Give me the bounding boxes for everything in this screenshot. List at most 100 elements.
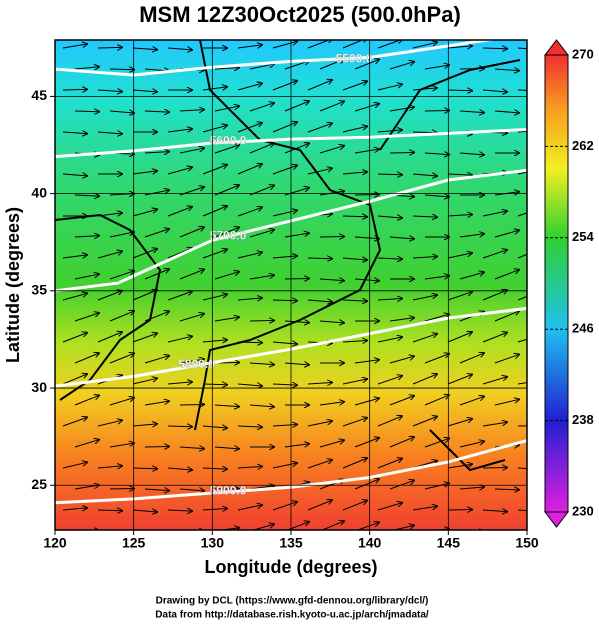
wind-arrow — [424, 483, 449, 490]
wind-arrow — [517, 338, 527, 343]
wind-arrow — [179, 359, 204, 364]
x-tick-label: 120 — [43, 535, 67, 551]
wind-arrow — [377, 337, 402, 343]
wind-arrow — [389, 396, 414, 406]
wind-arrow — [249, 275, 274, 280]
wind-arrow — [342, 458, 367, 469]
wind-arrow — [482, 250, 507, 259]
wind-arrow — [307, 500, 332, 511]
colorbar-tick-label: 246 — [572, 321, 594, 336]
wind-arrow — [284, 101, 309, 112]
wind-arrow — [237, 298, 262, 300]
wind-arrow — [62, 508, 87, 510]
wind-arrow — [354, 237, 379, 239]
wind-arrow — [389, 62, 414, 70]
wind-arrow — [144, 190, 169, 196]
wind-arrow — [307, 300, 332, 302]
wind-arrow — [202, 340, 227, 342]
wind-arrow — [354, 194, 379, 195]
wind-arrow — [62, 293, 87, 301]
contour-label: 5500.0 — [336, 52, 373, 66]
wind-arrow — [482, 422, 507, 427]
wind-arrow — [74, 67, 99, 69]
wind-arrow — [377, 174, 402, 175]
wind-arrow — [482, 332, 507, 343]
wind-arrow — [62, 174, 87, 176]
wind-arrow — [284, 233, 309, 238]
wind-arrow — [447, 374, 472, 385]
wind-arrow — [74, 485, 99, 490]
wind-arrow — [202, 468, 227, 469]
wind-arrow — [307, 382, 332, 384]
wind-arrow — [97, 510, 122, 511]
wind-arrow — [354, 104, 379, 112]
wind-arrow — [167, 167, 192, 175]
x-tick-label: 145 — [437, 535, 461, 551]
wind-arrow — [517, 47, 527, 50]
wind-arrow — [377, 458, 402, 469]
y-tick-label: 45 — [31, 87, 47, 103]
wind-arrow — [249, 103, 274, 112]
wind-arrow — [389, 480, 414, 490]
wind-arrow — [214, 68, 239, 69]
wind-arrow — [144, 446, 169, 447]
wind-arrow — [145, 531, 169, 533]
wind-arrow — [377, 376, 402, 385]
wind-arrow — [272, 256, 297, 258]
wind-arrow — [97, 466, 122, 468]
wind-arrow — [412, 374, 437, 385]
wind-arrow — [144, 356, 169, 364]
wind-arrow — [74, 395, 99, 406]
wind-arrow — [167, 382, 192, 384]
wind-arrow — [167, 207, 192, 217]
wind-arrow — [237, 466, 262, 468]
x-tick-label: 125 — [122, 535, 146, 551]
colorbar-tick-label: 254 — [572, 229, 594, 244]
wind-arrow — [167, 336, 192, 343]
wind-arrow — [284, 444, 309, 448]
wind-arrow — [272, 122, 297, 133]
wind-arrow — [494, 354, 519, 364]
colorbar-extend-max — [543, 39, 570, 56]
wind-arrow — [179, 148, 204, 154]
credit-line: Data from http://database.rish.kyoto-u.a… — [155, 610, 429, 621]
wind-arrow — [517, 295, 527, 301]
wind-arrow — [62, 374, 87, 385]
wind-arrow — [214, 106, 239, 112]
wind-arrow — [202, 87, 227, 91]
wind-arrow — [389, 437, 414, 448]
wind-arrow — [354, 360, 379, 364]
wind-arrow — [202, 384, 227, 385]
wind-arrow — [354, 438, 379, 448]
wind-arrow — [97, 291, 122, 301]
wind-arrow — [249, 363, 274, 365]
wind-arrow — [272, 463, 297, 469]
wind-arrow — [97, 47, 122, 48]
wind-arrow — [62, 417, 87, 427]
wind-arrow — [342, 500, 367, 511]
wind-arrow — [424, 354, 449, 364]
wind-arrow — [272, 81, 297, 91]
wind-arrow — [482, 211, 507, 217]
wind-arrow — [447, 292, 472, 301]
wind-arrow — [494, 399, 519, 406]
wind-arrow — [109, 69, 134, 70]
wind-arrow — [249, 64, 274, 70]
wind-arrow — [412, 216, 437, 217]
wind-arrow — [494, 489, 519, 490]
wind-arrow — [97, 251, 122, 259]
colorbar-tick-label: 270 — [572, 46, 594, 61]
wind-arrow — [272, 210, 297, 217]
wind-arrow — [179, 314, 204, 322]
contour-label: 5600.0 — [210, 133, 247, 147]
wind-arrow — [144, 401, 169, 406]
wind-arrow — [342, 81, 367, 91]
wind-arrow — [319, 279, 344, 281]
wind-streamlines — [62, 40, 527, 533]
colorbar-tick-label: 262 — [572, 138, 594, 153]
wind-arrow — [132, 171, 157, 175]
wind-arrow — [342, 172, 367, 174]
wind-arrow — [342, 300, 367, 301]
wind-arrow — [482, 510, 507, 512]
wind-arrow — [319, 402, 344, 406]
